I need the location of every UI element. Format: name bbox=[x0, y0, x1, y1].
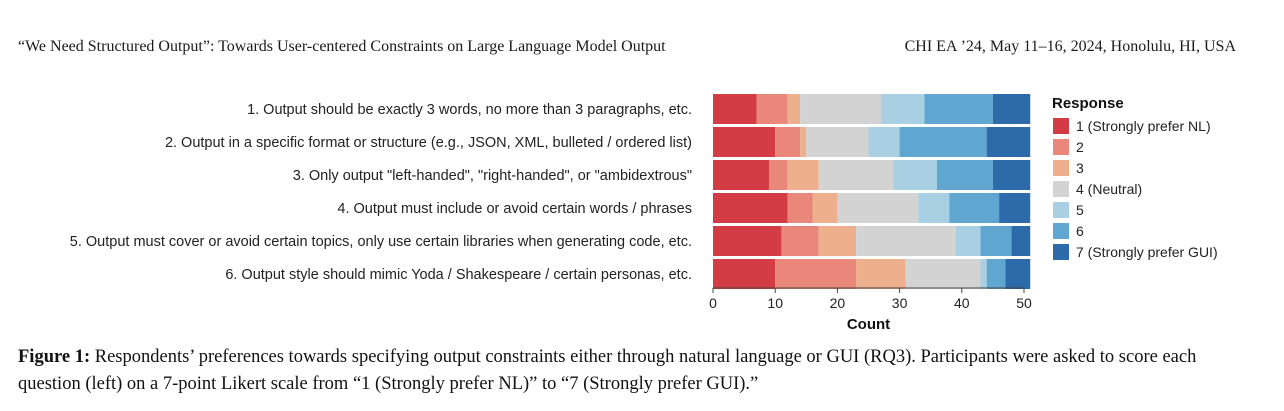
conference-info: CHI EA ’24, May 11–16, 2024, Honolulu, H… bbox=[904, 38, 1236, 55]
legend-swatch bbox=[1053, 139, 1069, 155]
x-tick-label: 40 bbox=[954, 295, 970, 311]
stacked-bar-chart: 1. Output should be exactly 3 words, no … bbox=[70, 94, 1218, 333]
legend-label: 6 bbox=[1076, 223, 1084, 239]
bar-segment bbox=[787, 160, 819, 190]
bar-segment bbox=[955, 226, 981, 256]
x-axis-label: Count bbox=[847, 316, 890, 333]
bar-segment bbox=[980, 259, 987, 289]
x-tick-label: 50 bbox=[1016, 295, 1032, 311]
figure-label: Figure 1: bbox=[18, 347, 91, 367]
bar-segment bbox=[713, 226, 782, 256]
category-label: 6. Output style should mimic Yoda / Shak… bbox=[225, 267, 692, 283]
bar-segment bbox=[775, 127, 801, 157]
x-tick-label: 0 bbox=[709, 295, 717, 311]
category-label: 4. Output must include or avoid certain … bbox=[337, 201, 692, 217]
bar-segment bbox=[775, 259, 857, 289]
bar-segment bbox=[1011, 226, 1031, 256]
bar-segment bbox=[992, 94, 1031, 124]
bar-segment bbox=[893, 160, 937, 190]
legend-swatch bbox=[1053, 244, 1069, 260]
bar-segment bbox=[812, 193, 838, 223]
bar-segment bbox=[980, 226, 1012, 256]
caption-text: Respondents’ preferences towards specify… bbox=[18, 347, 1197, 394]
category-label: 5. Output must cover or avoid certain to… bbox=[70, 234, 692, 250]
category-label: 1. Output should be exactly 3 words, no … bbox=[247, 102, 692, 118]
bar-segment bbox=[936, 160, 993, 190]
bar-segment bbox=[713, 127, 776, 157]
figure-caption: Figure 1: Respondents’ preferences towar… bbox=[18, 344, 1248, 398]
bar-segment bbox=[918, 193, 950, 223]
bar-segment bbox=[713, 160, 769, 190]
bar-segment bbox=[856, 259, 906, 289]
legend-swatch bbox=[1053, 160, 1069, 176]
paper-title: “We Need Structured Output”: Towards Use… bbox=[18, 38, 666, 55]
bar-segment bbox=[756, 94, 788, 124]
bar-segment bbox=[1005, 259, 1031, 289]
bar-segment bbox=[899, 127, 987, 157]
bar-segment bbox=[781, 226, 819, 256]
legend-label: 1 (Strongly prefer NL) bbox=[1076, 118, 1211, 134]
legend-swatch bbox=[1053, 181, 1069, 197]
bar-segment bbox=[924, 94, 993, 124]
legend-label: 2 bbox=[1076, 139, 1084, 155]
category-label: 2. Output in a specific format or struct… bbox=[165, 135, 692, 151]
bar-segment bbox=[986, 127, 1031, 157]
bar-segment bbox=[787, 193, 813, 223]
legend-label: 7 (Strongly prefer GUI) bbox=[1076, 244, 1218, 260]
x-tick-label: 30 bbox=[892, 295, 908, 311]
bar-segment bbox=[713, 193, 788, 223]
bar-segment bbox=[806, 127, 869, 157]
legend-title: Response bbox=[1052, 95, 1124, 112]
bar-segment bbox=[986, 259, 1006, 289]
bar-segment bbox=[800, 127, 807, 157]
x-tick-label: 20 bbox=[830, 295, 846, 311]
running-header: “We Need Structured Output”: Towards Use… bbox=[18, 38, 1236, 62]
legend-swatch bbox=[1053, 202, 1069, 218]
bar-segment bbox=[768, 160, 788, 190]
bar-segment bbox=[787, 94, 801, 124]
bar-segment bbox=[868, 127, 900, 157]
legend-label: 5 bbox=[1076, 202, 1084, 218]
bar-segment bbox=[992, 160, 1031, 190]
category-label: 3. Only output "left-handed", "right-han… bbox=[293, 168, 692, 184]
legend-label: 4 (Neutral) bbox=[1076, 181, 1142, 197]
bar-segment bbox=[713, 259, 776, 289]
bar-segment bbox=[949, 193, 1000, 223]
bar-segment bbox=[713, 94, 757, 124]
x-tick-label: 10 bbox=[767, 295, 783, 311]
bar-segment bbox=[818, 226, 857, 256]
legend-label: 3 bbox=[1076, 160, 1084, 176]
bar-segment bbox=[837, 193, 919, 223]
bar-segment bbox=[905, 259, 981, 289]
bar-segment bbox=[856, 226, 956, 256]
bar-segment bbox=[800, 94, 881, 124]
bar-segment bbox=[818, 160, 894, 190]
bar-segment bbox=[999, 193, 1031, 223]
legend-swatch bbox=[1053, 118, 1069, 134]
legend-swatch bbox=[1053, 223, 1069, 239]
bar-segment bbox=[880, 94, 925, 124]
